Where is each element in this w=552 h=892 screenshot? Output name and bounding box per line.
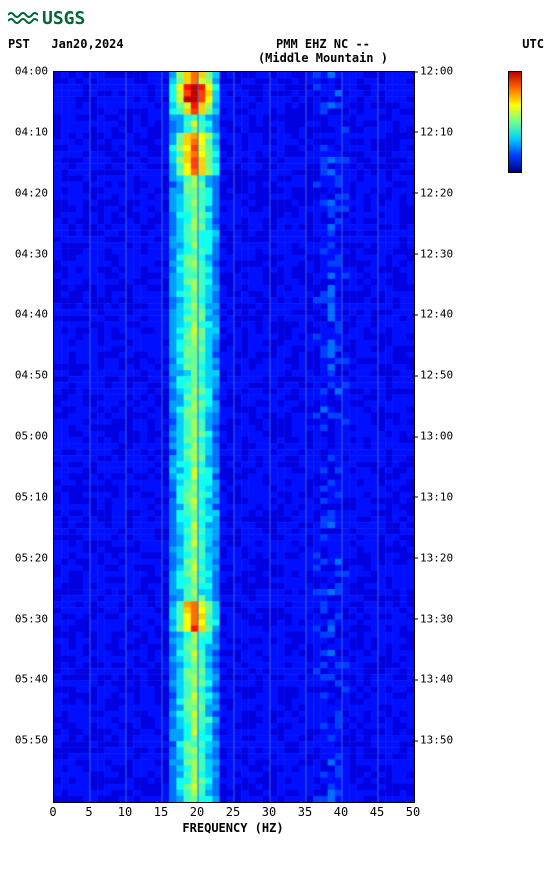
- plot-box: [53, 71, 415, 803]
- chart-header: PST Jan20,2024 PMM EHZ NC -- (Middle Mou…: [8, 37, 544, 65]
- usgs-text: USGS: [42, 8, 85, 29]
- header-center: PMM EHZ NC -- (Middle Mountain ): [258, 37, 388, 65]
- x-axis-title: FREQUENCY (HZ): [53, 821, 413, 835]
- left-tz: PST: [8, 37, 30, 51]
- utc-time-axis: 12:0012:1012:2012:3012:4012:5013:0013:10…: [412, 71, 452, 801]
- right-tz: UTC: [522, 37, 544, 65]
- pst-time-axis: 04:0004:1004:2004:3004:4004:5005:0005:10…: [8, 71, 48, 801]
- usgs-wave-icon: [8, 11, 38, 27]
- spectrogram-canvas: [54, 72, 414, 802]
- title-line1: PMM EHZ NC --: [258, 37, 388, 51]
- title-line2: (Middle Mountain ): [258, 51, 388, 65]
- colorbar: [508, 71, 522, 173]
- header-date: Jan20,2024: [51, 37, 123, 51]
- header-left: PST Jan20,2024: [8, 37, 124, 65]
- usgs-logo: USGS: [8, 8, 544, 29]
- colorbar-gradient: [509, 72, 521, 172]
- spectrogram-chart: 04:0004:1004:2004:3004:4004:5005:0005:10…: [8, 71, 528, 841]
